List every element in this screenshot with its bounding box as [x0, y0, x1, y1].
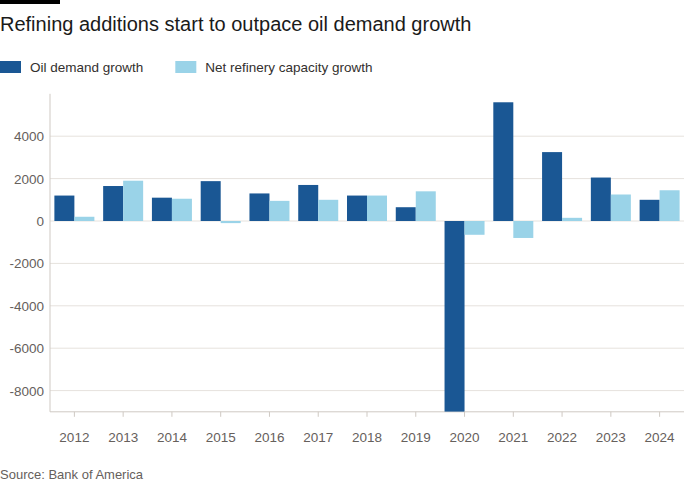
- y-tick-label: -2000: [9, 256, 44, 271]
- x-tick-label: 2024: [645, 430, 676, 445]
- grid-line: [50, 305, 684, 306]
- x-tick: [659, 412, 660, 417]
- x-tick-label: 2023: [596, 430, 626, 445]
- y-tick-label: 4000: [14, 129, 44, 144]
- y-tick-label: 2000: [14, 172, 44, 187]
- grid-line: [50, 348, 684, 349]
- bar: [298, 185, 318, 221]
- x-tick: [367, 412, 368, 417]
- legend-label: Oil demand growth: [30, 60, 143, 75]
- bar: [660, 190, 680, 221]
- x-tick: [318, 412, 319, 417]
- bar: [269, 201, 289, 221]
- top-bar: [0, 0, 60, 4]
- x-tick: [171, 412, 172, 417]
- grid-line: [50, 263, 684, 264]
- title: Refining additions start to outpace oil …: [0, 13, 471, 35]
- x-tick-label: 2013: [108, 430, 138, 445]
- grid-line: [50, 390, 684, 391]
- y-tick-label: -4000: [9, 299, 44, 314]
- grid-line: [50, 178, 684, 179]
- x-tick-label: 2015: [206, 430, 236, 445]
- bar: [640, 200, 660, 221]
- bar: [465, 221, 485, 235]
- bar: [152, 198, 172, 221]
- x-tick: [269, 412, 270, 417]
- bar: [123, 181, 143, 221]
- bar: [396, 207, 416, 221]
- bar: [445, 221, 465, 412]
- bar: [201, 181, 221, 221]
- x-tick-label: 2017: [303, 430, 333, 445]
- x-tick: [74, 412, 75, 417]
- bar: [318, 200, 338, 221]
- x-tick: [220, 412, 221, 417]
- legend: Oil demand growth Net refinery capacity g…: [0, 60, 373, 75]
- chart-root: Refining additions start to outpace oil …: [0, 0, 700, 500]
- x-axis: 2012 2013 2014 2015 2016 2017 2018 2019 2020 2021…: [59, 412, 675, 445]
- legend-swatch: [175, 61, 196, 73]
- x-tick-label: 2021: [498, 430, 528, 445]
- x-tick-label: 2019: [401, 430, 431, 445]
- bar: [611, 195, 631, 222]
- bar: [103, 186, 123, 221]
- x-tick: [415, 412, 416, 417]
- legend-swatch: [0, 61, 21, 73]
- x-tick-label: 2020: [450, 430, 480, 445]
- bar: [74, 217, 94, 221]
- y-axis: -8000 -6000 -4000 -2000 0 2000 4000: [9, 94, 684, 412]
- bar: [416, 191, 436, 221]
- x-tick: [513, 412, 514, 417]
- y-tick-label: -6000: [9, 341, 44, 356]
- bar: [562, 218, 582, 221]
- x-tick-label: 2022: [547, 430, 577, 445]
- bar: [54, 196, 74, 221]
- bar: [542, 152, 562, 221]
- x-tick: [610, 412, 611, 417]
- bar: [347, 196, 367, 221]
- bar: [493, 102, 513, 221]
- x-tick-label: 2012: [59, 430, 89, 445]
- grid-line: [50, 136, 684, 137]
- x-tick: [464, 412, 465, 417]
- y-tick-label: 0: [36, 214, 44, 229]
- bar: [513, 221, 533, 238]
- source: Source: Bank of America: [0, 467, 144, 482]
- bar: [249, 193, 269, 221]
- x-tick-label: 2014: [157, 430, 188, 445]
- x-tick: [123, 412, 124, 417]
- bar: [172, 199, 192, 221]
- y-axis-line: [50, 94, 51, 412]
- bars: [54, 102, 679, 412]
- x-tick-label: 2016: [254, 430, 284, 445]
- x-tick-label: 2018: [352, 430, 382, 445]
- bar: [221, 221, 241, 223]
- y-tick-label: -8000: [9, 384, 44, 399]
- x-tick: [562, 412, 563, 417]
- legend-label: Net refinery capacity growth: [205, 60, 372, 75]
- chart-svg: Refining additions start to outpace oil …: [0, 0, 700, 500]
- bar: [591, 178, 611, 221]
- bar: [367, 196, 387, 221]
